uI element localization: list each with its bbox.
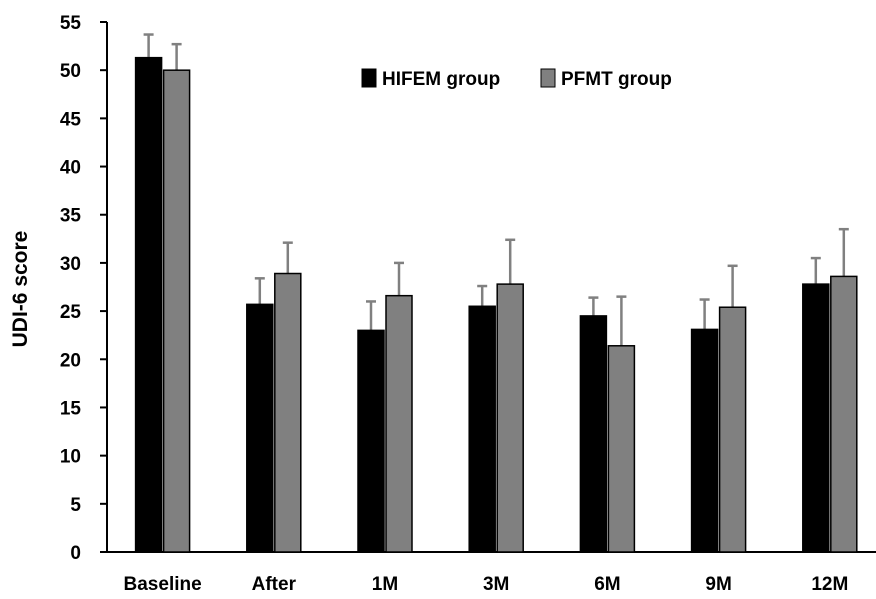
bar-hifem xyxy=(357,329,385,553)
bar-pfmt xyxy=(718,306,747,553)
x-tick-label: 1M xyxy=(372,574,398,594)
bar-pfmt xyxy=(162,69,191,553)
legend-label-pfmt: PFMT group xyxy=(561,69,672,90)
bar-pfmt xyxy=(385,294,413,553)
y-tick-label: 55 xyxy=(60,13,82,34)
x-tick-label: After xyxy=(252,574,297,594)
y-tick-label: 25 xyxy=(60,302,82,323)
x-tick-label: Baseline xyxy=(124,574,202,594)
bar-hifem xyxy=(579,315,608,553)
x-tick-label: 9M xyxy=(705,574,731,594)
plot-area: 0 5 10 15 20 25 30 35 40 45 50 55 Baseline After 1M 3M 6… xyxy=(60,13,876,595)
y-tick-label: 35 xyxy=(60,206,82,227)
bar-hifem xyxy=(802,283,830,553)
bar-hifem xyxy=(468,305,496,553)
y-tick-label: 50 xyxy=(60,61,81,82)
y-tick-label: 30 xyxy=(60,254,81,275)
y-axis-title: UDI-6 score xyxy=(9,231,32,348)
bar-pfmt xyxy=(830,275,858,553)
y-tick-label: 45 xyxy=(60,109,82,130)
legend: HIFEM group PFMT group xyxy=(361,68,672,90)
x-tick-label: 12M xyxy=(811,574,848,594)
bar-pfmt xyxy=(496,283,524,553)
y-tick-label: 15 xyxy=(60,398,82,419)
bar-pfmt xyxy=(607,345,636,553)
bar-hifem xyxy=(690,328,719,553)
bar-pfmt xyxy=(274,272,302,553)
y-tick-label: 0 xyxy=(70,543,81,564)
y-tick-label: 10 xyxy=(60,447,81,468)
y-tick-label: 40 xyxy=(60,158,81,179)
y-tick-label: 20 xyxy=(60,350,81,371)
x-tick-label: 3M xyxy=(483,574,509,594)
bar-hifem xyxy=(246,303,274,553)
legend-swatch-pfmt xyxy=(540,68,556,88)
legend-label-hifem: HIFEM group xyxy=(382,69,500,90)
y-tick-label: 5 xyxy=(70,495,81,516)
bar-hifem xyxy=(134,56,163,553)
legend-swatch-hifem xyxy=(361,68,377,88)
x-tick-label: 6M xyxy=(594,574,620,594)
